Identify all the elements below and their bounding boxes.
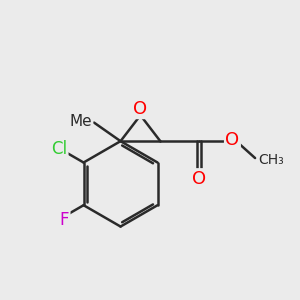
Text: O: O <box>134 100 148 118</box>
Text: Cl: Cl <box>51 140 67 158</box>
Text: CH₃: CH₃ <box>259 152 284 167</box>
Text: F: F <box>60 211 69 229</box>
Text: O: O <box>191 169 206 188</box>
Text: O: O <box>225 131 239 149</box>
Text: Me: Me <box>70 114 93 129</box>
